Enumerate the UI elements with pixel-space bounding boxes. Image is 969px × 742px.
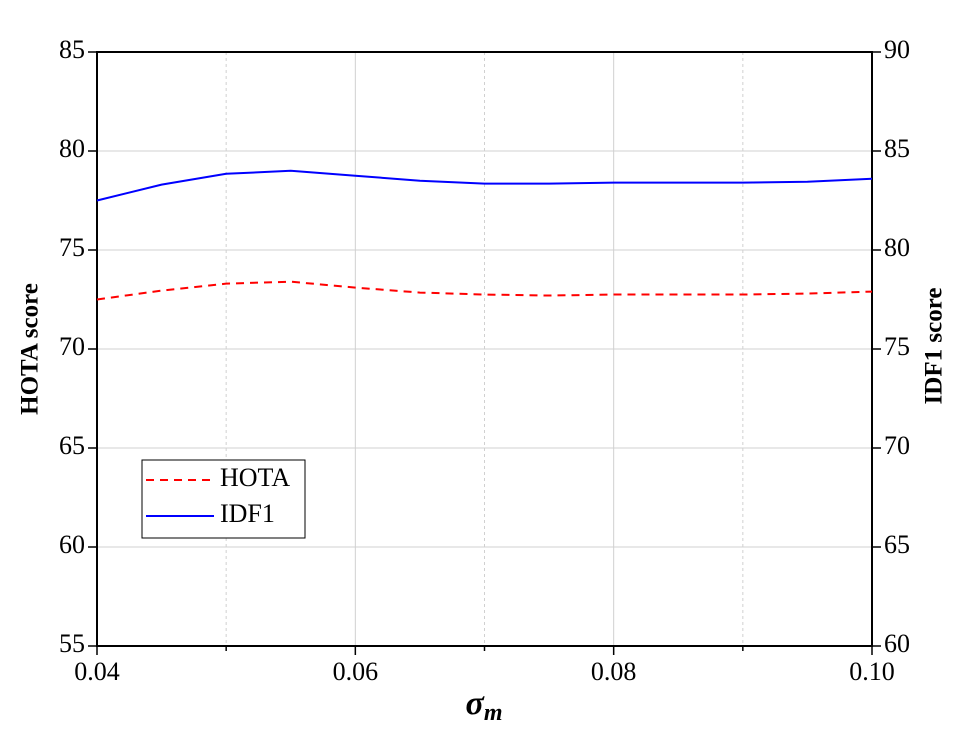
y-tick-label: 70 [59,332,85,361]
legend-label: IDF1 [220,499,275,528]
y2-tick-label: 60 [884,629,910,658]
legend: HOTA IDF1 [141,459,306,539]
x-tick-label: 0.10 [849,657,895,686]
y2-tick-label: 80 [884,233,910,262]
data-line [96,169,873,202]
y2-axis-title: IDF1 score [921,288,948,405]
x-tick-label: 0.06 [333,657,379,686]
y2-tick-label: 85 [884,134,910,163]
y2-tick-label: 90 [884,35,910,64]
y-tick-label: 80 [59,134,85,163]
data-line [96,280,873,301]
y2-tick-label: 70 [884,431,910,460]
y-tick-label: 85 [59,35,85,64]
y-tick-label: 55 [59,629,85,658]
x-axis-subscript: m [484,700,503,726]
x-axis-symbol: σ [466,685,486,722]
y2-tick-label: 75 [884,332,910,361]
legend-label: HOTA [220,463,290,492]
y2-tick-label: 65 [884,530,910,559]
y-axis-title: HOTA score [17,283,44,415]
plot-frame [96,51,873,647]
x-tick-label: 0.08 [591,657,637,686]
x-tick-label: 0.04 [74,657,120,686]
y-tick-label: 75 [59,233,85,262]
x-axis-title: σm [466,685,503,726]
y-tick-label: 65 [59,431,85,460]
y-tick-label: 60 [59,530,85,559]
legend-frame [141,459,306,539]
